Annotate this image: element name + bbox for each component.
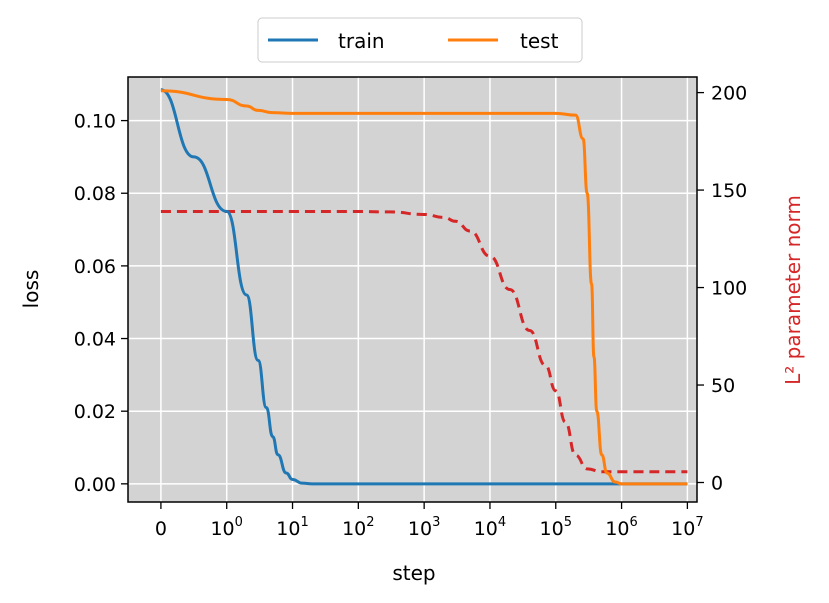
x-tick-label: 0 xyxy=(155,518,167,540)
y-axis-right: 0 50 100 150 200 xyxy=(697,83,747,495)
y-axis-right-label: L² parameter norm xyxy=(781,195,805,385)
legend-train-label: train xyxy=(338,29,385,53)
plot-frame xyxy=(127,76,698,503)
x-tick-label: 105 xyxy=(540,515,572,540)
y-axis-left-label: loss xyxy=(19,270,43,309)
x-tick-label: 103 xyxy=(408,515,440,540)
y-left-tick-label: 0.06 xyxy=(74,256,116,278)
x-tick-label: 102 xyxy=(342,515,374,540)
y-left-tick-label: 0.00 xyxy=(74,474,116,496)
legend-test-label: test xyxy=(520,29,559,53)
series-line-test xyxy=(160,89,688,486)
y-left-tick-label: 0.10 xyxy=(74,111,116,133)
x-tick-label: 107 xyxy=(671,515,703,540)
y-left-tick-label: 0.08 xyxy=(74,183,116,205)
y-right-tick-label: 0 xyxy=(711,473,723,495)
x-tick-label: 104 xyxy=(474,515,506,540)
y-left-tick-label: 0.02 xyxy=(74,401,116,423)
y-axis-left: 0.00 0.02 0.04 0.06 0.08 0.10 xyxy=(74,111,128,496)
y-right-tick-label: 50 xyxy=(711,375,735,397)
series-line-train xyxy=(160,88,688,486)
grid-lines xyxy=(128,77,697,502)
series-line-parameter-norm xyxy=(160,210,688,474)
x-tick-label: 101 xyxy=(276,515,308,540)
x-axis-label: step xyxy=(392,561,435,585)
x-tick-label: 100 xyxy=(210,515,242,540)
x-axis: 0 100 101 102 103 104 105 106 107 xyxy=(155,502,704,540)
y-right-tick-label: 150 xyxy=(711,180,747,202)
y-right-tick-label: 100 xyxy=(711,278,747,300)
legend-box xyxy=(257,17,583,63)
y-left-tick-label: 0.04 xyxy=(74,329,116,351)
y-right-tick-label: 200 xyxy=(711,83,747,105)
legend: train test xyxy=(257,17,583,63)
series-layer xyxy=(160,88,688,486)
plot-background xyxy=(128,77,697,502)
x-tick-label: 106 xyxy=(605,515,637,540)
